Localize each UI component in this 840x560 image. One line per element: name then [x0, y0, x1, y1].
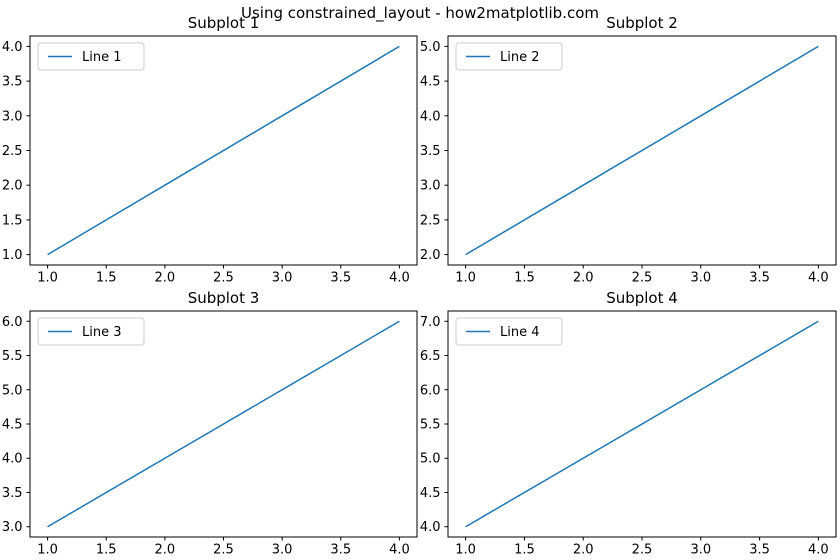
x-tick-label: 2.5	[632, 271, 653, 286]
x-tick-label: 4.0	[808, 543, 829, 558]
x-tick-label: 3.0	[272, 271, 293, 286]
legend: Line 3	[37, 317, 145, 346]
y-tick-label: 2.5	[420, 213, 441, 228]
y-tick-label: 6.0	[2, 315, 23, 330]
legend-label: Line 4	[500, 325, 540, 340]
x-tick-label: 3.5	[749, 543, 770, 558]
x-tick-label: 2.5	[213, 543, 234, 558]
x-tick-label: 1.0	[455, 543, 476, 558]
y-tick-label: 3.0	[420, 179, 441, 194]
y-tick-label: 3.5	[2, 75, 23, 90]
y-tick-label: 4.0	[420, 109, 441, 124]
x-tick-label: 2.5	[632, 543, 653, 558]
y-tick-label: 6.0	[420, 383, 441, 398]
data-line	[47, 320, 400, 528]
y-tick-label: 2.0	[2, 179, 23, 194]
legend-box	[455, 42, 563, 71]
x-tick-label: 1.5	[96, 543, 117, 558]
legend-box	[37, 42, 145, 71]
data-line	[465, 320, 819, 528]
y-tick-label: 3.0	[2, 520, 23, 535]
y-tick-label: 1.0	[2, 248, 23, 263]
legend-box	[37, 317, 145, 346]
legend-box	[455, 317, 563, 346]
data-line	[47, 45, 400, 256]
y-tick-label: 4.5	[420, 486, 441, 501]
x-tick-label: 3.0	[690, 543, 711, 558]
x-tick-label: 4.0	[389, 543, 410, 558]
y-tick-label: 4.0	[2, 40, 23, 55]
legend-label: Line 2	[500, 50, 540, 65]
x-tick-label: 2.0	[573, 271, 594, 286]
x-tick-label: 2.0	[155, 543, 176, 558]
subplot-4: Subplot 4 1.0 1.5 2.0 2.5 3.0 3.5 4.0 4.0 4.5 5.0 5…	[420, 289, 837, 558]
y-tick-label: 5.0	[420, 452, 441, 467]
x-tick-label: 1.0	[37, 271, 58, 286]
y-tick-label: 2.0	[420, 248, 441, 263]
x-tick-label: 4.0	[808, 271, 829, 286]
y-tick-label: 4.5	[420, 75, 441, 90]
x-tick-label: 4.0	[389, 271, 410, 286]
x-tick-label: 3.5	[330, 543, 351, 558]
y-tick-label: 4.0	[2, 452, 23, 467]
y-tick-label: 5.0	[420, 40, 441, 55]
x-tick-label: 1.0	[455, 271, 476, 286]
x-tick-label: 3.0	[272, 543, 293, 558]
legend: Line 2	[455, 42, 563, 71]
y-tick-label: 3.5	[420, 144, 441, 159]
legend-label: Line 1	[82, 50, 122, 65]
x-tick-label: 1.0	[37, 543, 58, 558]
x-tick-label: 3.5	[330, 271, 351, 286]
subplot-3: Subplot 3 1.0 1.5 2.0 2.5 3.0 3.5 4.0 3.0 3.5 4.0 4…	[2, 289, 418, 558]
y-tick-label: 2.5	[2, 144, 23, 159]
y-tick-label: 4.5	[2, 418, 23, 433]
y-tick-label: 5.0	[2, 383, 23, 398]
subplot-title: Subplot 1	[188, 14, 260, 32]
y-tick-label: 5.5	[420, 418, 441, 433]
legend: Line 1	[37, 42, 145, 71]
subplot-title: Subplot 3	[188, 289, 260, 307]
y-tick-label: 3.0	[2, 109, 23, 124]
x-tick-label: 1.5	[96, 271, 117, 286]
y-tick-label: 4.0	[420, 520, 441, 535]
x-tick-label: 3.0	[690, 271, 711, 286]
x-tick-label: 1.5	[514, 543, 535, 558]
figure-title: Using constrained_layout - how2matplotli…	[240, 4, 599, 22]
subplot-2: Subplot 2 1.0 1.5 2.0 2.5 3.0 3.5 4.0 2.0 2.5 3.0 3…	[420, 14, 837, 286]
subplot-title: Subplot 4	[606, 289, 678, 307]
legend: Line 4	[455, 317, 563, 346]
x-tick-label: 2.0	[155, 271, 176, 286]
x-tick-label: 2.5	[213, 271, 234, 286]
y-tick-label: 7.0	[420, 315, 441, 330]
x-tick-label: 3.5	[749, 271, 770, 286]
x-tick-label: 1.5	[514, 271, 535, 286]
y-tick-label: 6.5	[420, 349, 441, 364]
y-tick-label: 5.5	[2, 349, 23, 364]
x-tick-label: 2.0	[573, 543, 594, 558]
y-tick-label: 1.5	[2, 213, 23, 228]
subplot-1: Subplot 1 1.0 1.5 2.0 2.5 3.0 3.5 4.0 1.0 1.5 2.0 2…	[2, 14, 418, 286]
legend-label: Line 3	[82, 325, 122, 340]
y-tick-label: 3.5	[2, 486, 23, 501]
data-line	[465, 45, 819, 256]
subplot-title: Subplot 2	[606, 14, 678, 32]
